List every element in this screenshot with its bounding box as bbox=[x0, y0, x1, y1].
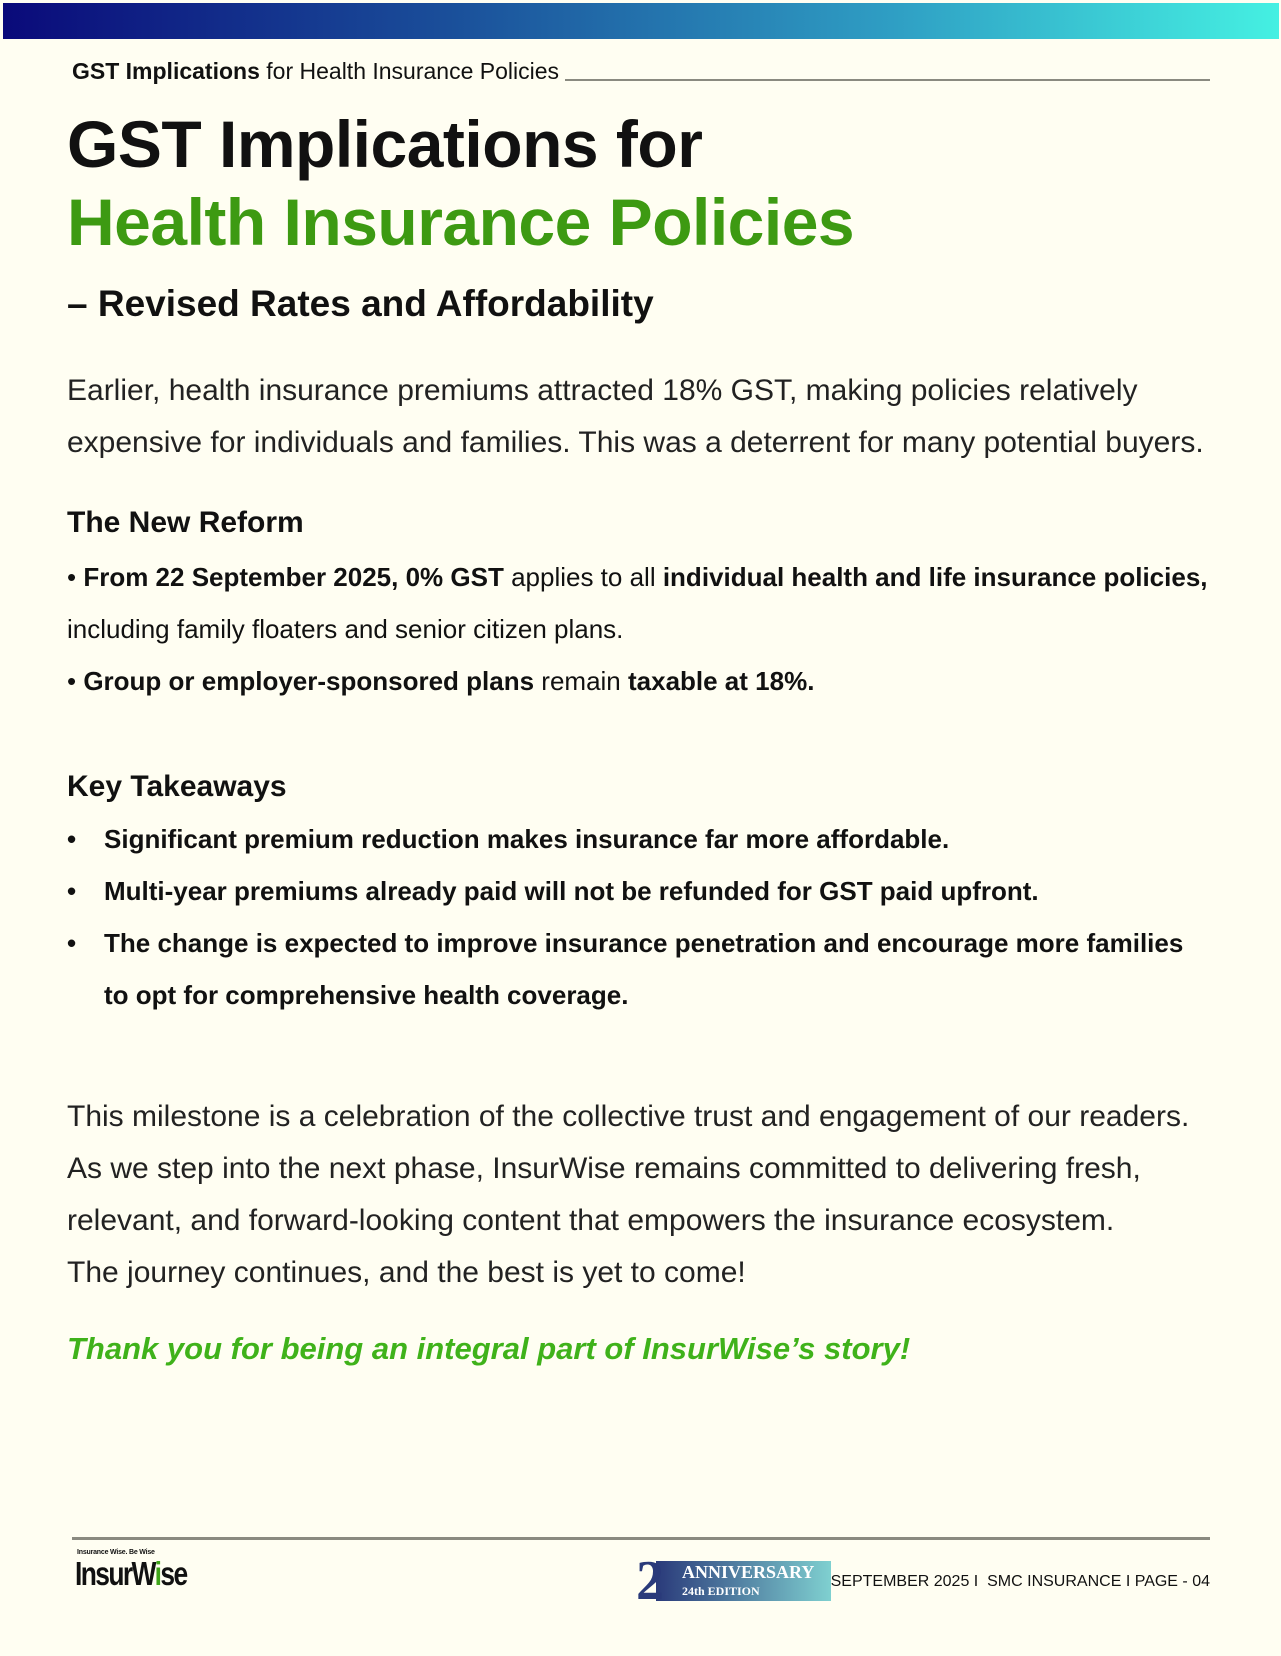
footer-page-info: SEPTEMBER 2025 I SMC INSURANCE I PAGE - … bbox=[830, 1573, 1210, 1590]
closing-line: The journey continues, and the best is y… bbox=[67, 1256, 746, 1289]
page-title-line1: GST Implications for bbox=[67, 107, 703, 181]
logo-part: i bbox=[154, 1555, 162, 1592]
intro-paragraph: Earlier, health insurance premiums attra… bbox=[67, 374, 1204, 459]
insurwise-logo: Insurance Wise. Be Wise InsurWise bbox=[75, 1549, 214, 1591]
list-item: Multi-year premiums already paid will no… bbox=[67, 865, 1210, 917]
header-rule bbox=[565, 79, 1210, 81]
page-title-line2: Health Insurance Policies bbox=[67, 185, 855, 259]
thank-you-note: Thank you for being an integral part of … bbox=[67, 1331, 911, 1366]
reform-heading: The New Reform bbox=[67, 506, 304, 539]
bullet-bold: Group or employer-sponsored plans bbox=[83, 666, 535, 696]
takeaways-list: Significant premium reduction makes insu… bbox=[67, 813, 1210, 1021]
bullet-text: applies to all bbox=[503, 562, 663, 592]
logo-part: se bbox=[160, 1555, 188, 1592]
bullet-text: remain bbox=[534, 666, 628, 696]
bullet-bold: individual health and life insurance pol… bbox=[662, 562, 1208, 592]
page-subtitle: – Revised Rates and Affordability bbox=[67, 283, 654, 324]
badge-title: ANNIVERSARY bbox=[682, 1562, 815, 1582]
anniversary-badge: 2 ANNIVERSARY 24th EDITION bbox=[636, 1553, 831, 1609]
closing-paragraph: This milestone is a celebration of the c… bbox=[67, 1100, 1190, 1237]
reform-bullet-1: • From 22 September 2025, 0% GST applies… bbox=[67, 562, 1208, 644]
running-header: GST Implications for Health Insurance Po… bbox=[72, 58, 1210, 85]
footer-rule bbox=[72, 1537, 1210, 1540]
bullet-text: including family floaters and senior cit… bbox=[67, 614, 624, 644]
running-header-rest: for Health Insurance Policies bbox=[259, 58, 560, 84]
logo-part: InsurW bbox=[75, 1555, 156, 1592]
takeaways-heading: Key Takeaways bbox=[67, 770, 287, 803]
top-gradient-bar bbox=[3, 3, 1279, 39]
badge-edition: 24th EDITION bbox=[682, 1584, 760, 1598]
badge-number: 2 bbox=[636, 1550, 664, 1612]
bullet-bold: taxable at 18%. bbox=[627, 666, 815, 696]
logo-tagline: Insurance Wise. Be Wise bbox=[77, 1549, 155, 1556]
running-header-bold: GST Implications bbox=[72, 58, 260, 84]
reform-bullet-2: • Group or employer-sponsored plans rema… bbox=[67, 666, 815, 696]
reform-bullets: • From 22 September 2025, 0% GST applies… bbox=[67, 551, 1210, 707]
list-item: The change is expected to improve insura… bbox=[67, 917, 1210, 1021]
article-body: GST Implications for Health Insurance Po… bbox=[67, 105, 1210, 1371]
list-item: Significant premium reduction makes insu… bbox=[67, 813, 1210, 865]
badge-background bbox=[656, 1561, 831, 1601]
bullet-bold: From 22 September 2025, 0% GST bbox=[83, 562, 504, 592]
logo-name: InsurWise bbox=[75, 1555, 188, 1592]
